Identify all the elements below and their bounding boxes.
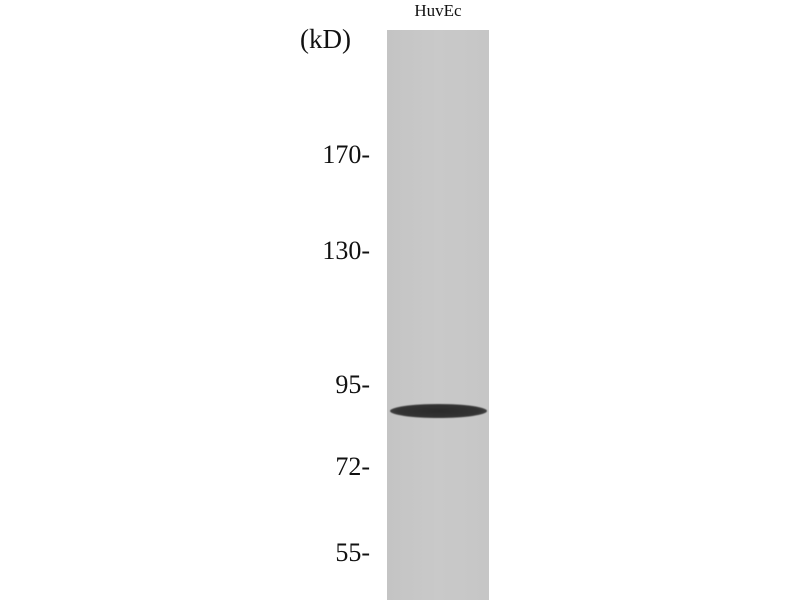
protein-band — [390, 404, 487, 418]
marker-130: 130- — [322, 236, 370, 265]
marker-72: 72- — [335, 452, 370, 481]
blot-lane — [387, 30, 489, 600]
marker-95: 95- — [335, 370, 370, 399]
unit-label: (kD) — [300, 24, 351, 54]
marker-170: 170- — [322, 140, 370, 169]
marker-55: 55- — [335, 538, 370, 567]
lane-label-huvec: HuvEc — [414, 1, 462, 20]
